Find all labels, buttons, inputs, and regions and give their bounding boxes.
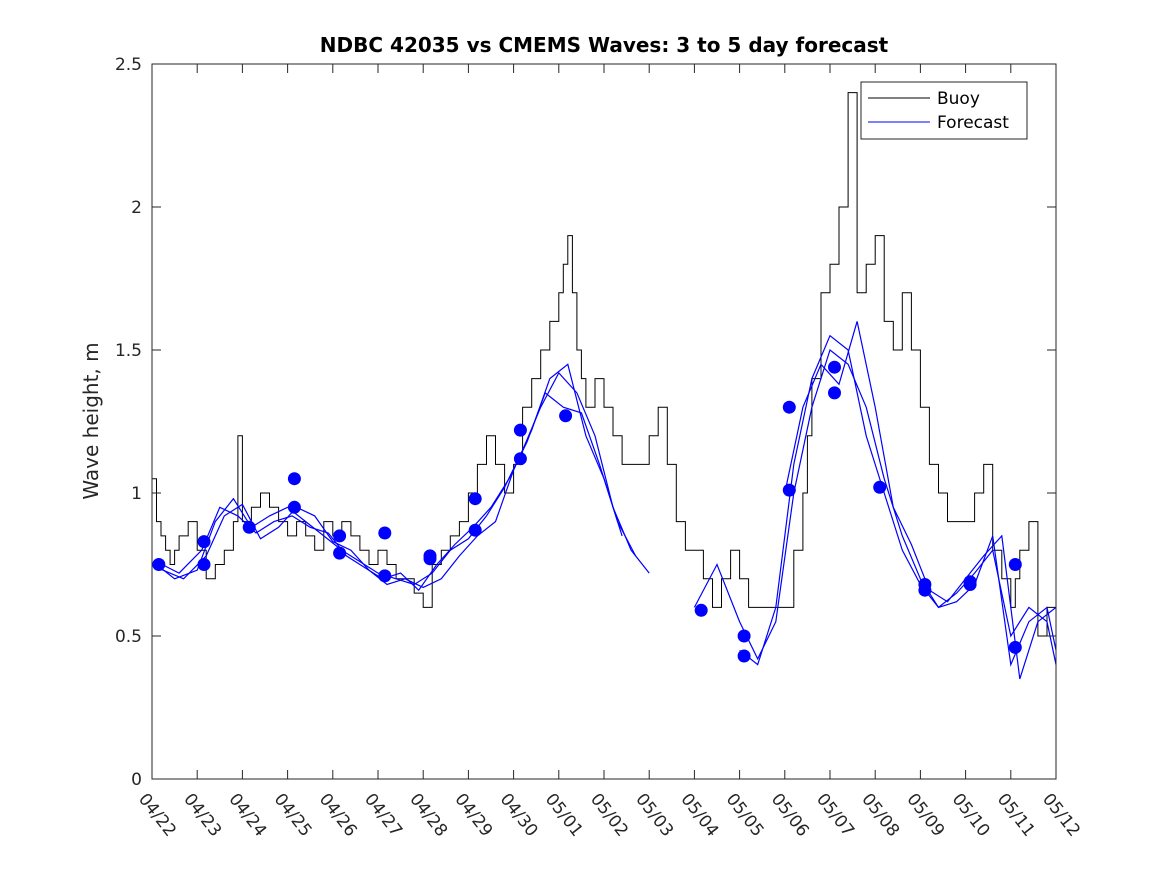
- forecast-point: [513, 452, 527, 466]
- forecast-point: [287, 500, 301, 514]
- forecast-point: [737, 649, 751, 663]
- forecast-point: [918, 583, 932, 597]
- forecast-point: [242, 520, 256, 534]
- y-tick-label: 1.5: [115, 341, 142, 361]
- forecast-point: [513, 423, 527, 437]
- forecast-point: [197, 558, 211, 571]
- forecast-series-line-5: [784, 321, 1056, 680]
- y-tick-label: 2.5: [115, 55, 142, 75]
- forecast-point: [423, 552, 437, 566]
- forecast-point: [468, 523, 482, 537]
- forecast-point: [828, 386, 841, 400]
- forecast-point: [1008, 558, 1022, 571]
- forecast-point: [782, 400, 796, 414]
- forecast-point: [1008, 640, 1022, 654]
- y-tick-label: 0: [131, 770, 142, 790]
- forecast-point: [782, 483, 796, 497]
- forecast-series-line-0: [156, 371, 650, 586]
- forecast-point: [152, 558, 166, 571]
- forecast-point: [963, 578, 977, 591]
- legend: Buoy Forecast: [860, 81, 1028, 140]
- forecast-series-line-4: [739, 334, 1056, 667]
- forecast-point: [559, 409, 573, 423]
- forecast-series-line-1: [156, 391, 637, 592]
- forecast-point: [333, 546, 347, 560]
- forecast-point: [378, 526, 392, 540]
- forecast-point: [287, 472, 301, 486]
- plot-series-group: [152, 92, 1056, 680]
- forecast-point: [737, 629, 751, 643]
- forecast-point: [197, 535, 211, 549]
- forecast-point: [694, 603, 708, 617]
- y-axis-label: Wave height, m: [79, 342, 103, 499]
- forecast-point: [828, 360, 841, 374]
- plot-area: [152, 92, 1056, 680]
- chart-title: NDBC 42035 vs CMEMS Waves: 3 to 5 day fo…: [320, 33, 889, 57]
- forecast-series-line-2: [156, 363, 623, 589]
- buoy-series-line: [152, 92, 1056, 637]
- y-tick-label: 2: [131, 198, 142, 218]
- y-tick-label: 1: [131, 484, 142, 504]
- legend-forecast-label: Forecast: [937, 113, 1009, 133]
- y-tick-label: 0.5: [115, 627, 142, 647]
- forecast-point: [873, 480, 887, 494]
- forecast-point: [333, 529, 347, 543]
- legend-buoy-label: Buoy: [937, 89, 980, 109]
- legend-box: [860, 81, 1028, 140]
- forecast-point: [378, 569, 392, 583]
- forecast-point: [468, 492, 482, 506]
